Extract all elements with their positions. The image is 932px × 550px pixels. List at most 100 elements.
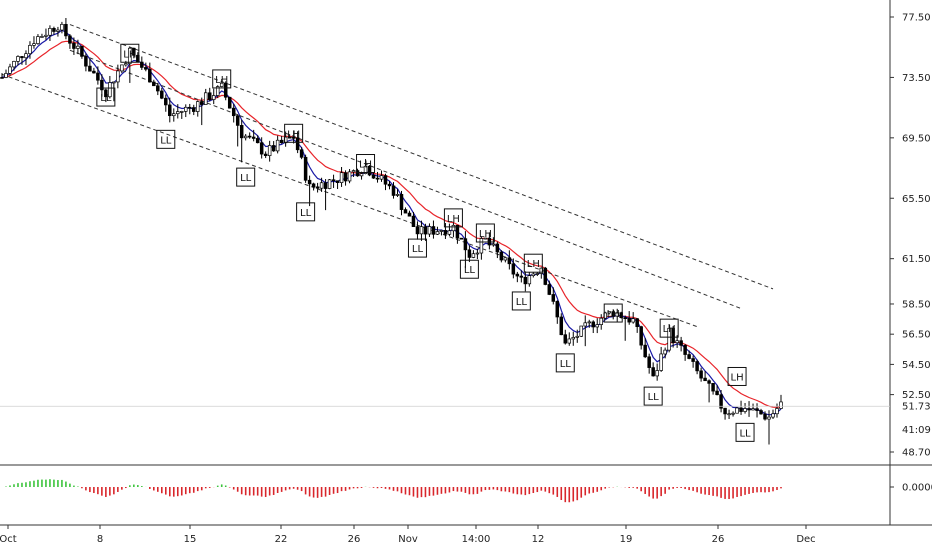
candle-body bbox=[431, 226, 436, 235]
candle-body bbox=[128, 47, 132, 64]
candle-body bbox=[104, 89, 108, 98]
candle-body bbox=[56, 29, 60, 32]
candle bbox=[551, 287, 556, 305]
candle-body bbox=[559, 316, 564, 336]
candle bbox=[319, 177, 324, 192]
candle-body bbox=[475, 252, 480, 255]
candle bbox=[695, 359, 699, 375]
candle bbox=[467, 245, 472, 263]
candle-body bbox=[419, 226, 424, 235]
label-box bbox=[212, 69, 232, 89]
candle-body bbox=[675, 340, 679, 344]
candle bbox=[68, 34, 72, 49]
candle bbox=[303, 154, 308, 183]
candle-body bbox=[48, 27, 52, 36]
candle bbox=[148, 62, 152, 83]
label-box bbox=[555, 353, 575, 373]
candle-body bbox=[343, 172, 348, 182]
candle bbox=[759, 408, 763, 415]
label-box bbox=[603, 303, 623, 323]
candle bbox=[92, 67, 96, 74]
candle-body bbox=[455, 224, 460, 239]
label-text: LH bbox=[359, 160, 372, 171]
candle bbox=[631, 312, 635, 324]
candle-body bbox=[503, 257, 508, 261]
candle bbox=[635, 318, 639, 333]
candle bbox=[403, 207, 408, 214]
candle-body bbox=[707, 380, 711, 384]
candle bbox=[531, 272, 536, 278]
candle bbox=[739, 400, 743, 415]
candle-body bbox=[40, 36, 44, 38]
candle bbox=[239, 119, 244, 163]
label-text: LH bbox=[607, 309, 620, 320]
label-text: LH bbox=[123, 49, 136, 60]
candle-body bbox=[263, 153, 268, 156]
candle bbox=[515, 271, 520, 283]
candle bbox=[391, 182, 396, 199]
candle bbox=[423, 223, 428, 241]
candle-body bbox=[211, 95, 216, 100]
candle bbox=[251, 129, 256, 142]
lower-high-label: LH bbox=[475, 223, 495, 243]
candle-body bbox=[739, 407, 743, 412]
candle-body bbox=[551, 294, 556, 302]
label-text: LH bbox=[663, 324, 676, 335]
candle bbox=[160, 87, 164, 100]
label-box bbox=[643, 386, 663, 406]
candle-body bbox=[96, 72, 100, 81]
label-text: LL bbox=[560, 359, 572, 370]
candle bbox=[72, 37, 76, 55]
candle-body bbox=[483, 237, 488, 240]
candle-body bbox=[771, 413, 775, 418]
candle bbox=[743, 403, 747, 414]
candle bbox=[176, 104, 180, 119]
label-text: LL bbox=[160, 135, 172, 146]
candle bbox=[64, 18, 68, 40]
candle-body bbox=[667, 327, 671, 351]
candle bbox=[351, 169, 356, 178]
candle-body bbox=[659, 353, 663, 371]
lower-high-label: LH bbox=[212, 69, 232, 89]
candle-body bbox=[168, 104, 172, 117]
candle-body bbox=[639, 326, 643, 346]
candle-body bbox=[579, 325, 584, 337]
candle bbox=[347, 169, 352, 184]
candle-body bbox=[88, 65, 92, 72]
candle-body bbox=[331, 179, 336, 182]
candle bbox=[727, 409, 731, 419]
candle bbox=[195, 100, 200, 117]
candle-body bbox=[215, 86, 220, 96]
candle bbox=[595, 318, 599, 334]
candle bbox=[775, 403, 779, 418]
candle bbox=[36, 34, 40, 45]
candle bbox=[116, 64, 120, 89]
candle bbox=[331, 174, 336, 188]
candle bbox=[28, 41, 32, 59]
candle bbox=[639, 325, 643, 350]
candle bbox=[168, 97, 172, 123]
label-text: LL bbox=[100, 93, 112, 104]
candle bbox=[223, 81, 228, 101]
candle-body bbox=[251, 136, 256, 139]
candle bbox=[439, 229, 444, 236]
candle-body bbox=[76, 45, 80, 49]
candle-body bbox=[92, 70, 96, 74]
candle-body bbox=[755, 408, 759, 411]
label-box bbox=[236, 167, 256, 187]
candle-body bbox=[763, 413, 767, 420]
candle-body bbox=[247, 135, 252, 138]
candle-body bbox=[731, 412, 735, 415]
label-box bbox=[296, 202, 316, 222]
candle-body bbox=[24, 53, 28, 59]
channel-line bbox=[69, 49, 742, 309]
countdown-label: 41:09 bbox=[902, 425, 931, 436]
candle bbox=[415, 221, 420, 240]
label-text: LH bbox=[479, 229, 492, 240]
candle bbox=[711, 382, 715, 395]
candle bbox=[627, 311, 631, 325]
candle bbox=[479, 236, 484, 260]
label-text: LH bbox=[527, 259, 540, 270]
candle-body bbox=[623, 317, 627, 320]
